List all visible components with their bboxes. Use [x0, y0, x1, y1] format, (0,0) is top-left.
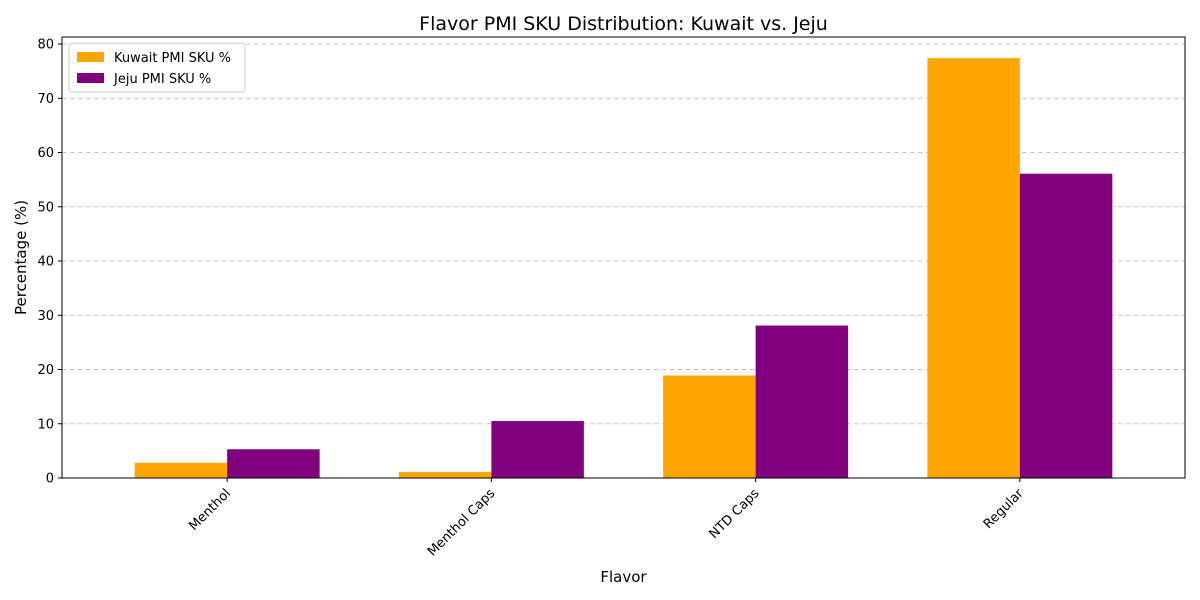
y-tick-label: 80	[37, 38, 54, 53]
legend-swatch	[77, 73, 104, 83]
y-tick-label: 70	[37, 92, 54, 107]
y-axis-label: Percentage (%)	[12, 200, 30, 315]
bar-jeju-menthol-caps	[491, 421, 584, 478]
x-axis-label: Flavor	[600, 568, 647, 586]
bar-jeju-menthol	[227, 449, 320, 478]
legend: Kuwait PMI SKU % Jeju PMI SKU %	[68, 42, 246, 93]
legend-swatch	[77, 52, 104, 62]
legend-box	[68, 42, 246, 93]
y-tick-label: 20	[37, 363, 54, 378]
y-tick-label: 50	[37, 200, 54, 215]
bar-jeju-ntd-caps	[755, 325, 849, 478]
bar-kuwait-regular	[927, 58, 1020, 479]
legend-label: Kuwait PMI SKU %	[114, 51, 231, 66]
bar-kuwait-ntd-caps	[663, 375, 756, 478]
bar-kuwait-menthol-caps	[398, 472, 492, 478]
y-tick-label: 30	[37, 309, 54, 324]
legend-label: Jeju PMI SKU %	[113, 72, 211, 87]
y-tick-label: 40	[37, 255, 54, 270]
bar-jeju-regular	[1019, 173, 1113, 478]
bars	[134, 58, 1113, 479]
y-axis-ticks: 0 10 20 30 40 50 60 70 80	[37, 38, 62, 487]
bar-kuwait-menthol	[134, 462, 228, 478]
y-tick-label: 0	[46, 472, 54, 487]
y-tick-label: 60	[37, 146, 54, 161]
plot-frame	[61, 36, 1186, 479]
chart-title: Flavor PMI SKU Distribution: Kuwait vs. …	[419, 13, 828, 35]
y-tick-label: 10	[37, 417, 54, 432]
